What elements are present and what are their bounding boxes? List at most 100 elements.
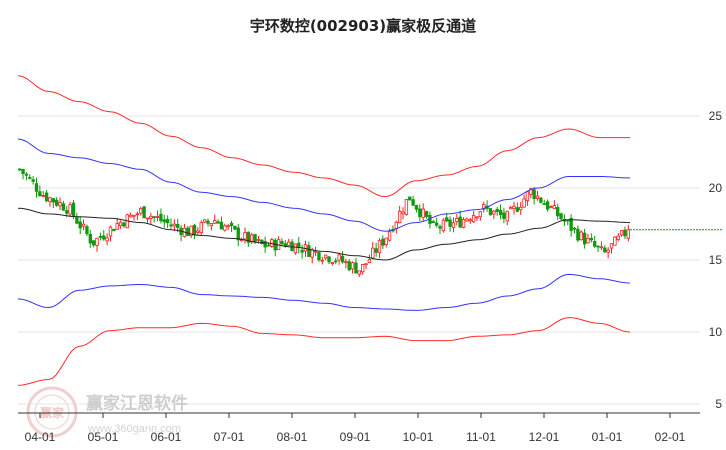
candle — [458, 210, 462, 228]
x-tick-label-01-01: 01-01 — [592, 430, 623, 444]
y-axis: 5 10 15 20 25 — [709, 109, 723, 411]
candle-body — [149, 215, 153, 219]
candle-body — [263, 241, 267, 248]
x-tick-label-10-01: 10-01 — [403, 430, 434, 444]
candle — [78, 216, 82, 235]
candle-body — [482, 203, 486, 210]
candle-body — [488, 208, 493, 216]
candle — [619, 230, 624, 237]
candle-body — [213, 220, 217, 224]
candle — [105, 233, 109, 246]
candle — [347, 258, 351, 272]
candle — [88, 229, 92, 248]
candle — [418, 204, 422, 222]
candle — [273, 238, 277, 257]
candle — [31, 176, 35, 185]
candle — [404, 199, 409, 216]
candle-body — [169, 224, 173, 227]
candle-body — [512, 205, 516, 210]
candle — [320, 256, 325, 265]
candle-body — [529, 188, 533, 195]
candle-body — [31, 179, 35, 182]
candle-body — [310, 249, 314, 258]
candle-body — [327, 256, 331, 263]
candle-body — [401, 211, 405, 215]
candle — [579, 230, 583, 241]
candle — [176, 218, 180, 233]
candle — [394, 220, 398, 234]
y-tick-label-25: 25 — [709, 109, 723, 123]
candle — [367, 254, 372, 264]
candle-body — [145, 217, 150, 220]
candle-body — [525, 191, 530, 202]
candle — [465, 217, 469, 222]
candle — [192, 223, 197, 240]
candle-body — [176, 224, 180, 228]
candle-body — [118, 221, 123, 227]
candle — [159, 208, 163, 224]
candle — [219, 216, 224, 230]
candle-body — [502, 212, 506, 219]
candle — [179, 225, 183, 242]
candle-body — [189, 225, 193, 236]
candle-body — [142, 206, 146, 219]
chart-title: 宇环数控(002903)赢家极反通道 — [250, 17, 476, 35]
candle — [542, 199, 546, 205]
candle — [223, 223, 227, 232]
candle — [169, 218, 173, 230]
candle — [236, 224, 240, 247]
candle-body — [317, 252, 321, 261]
candle — [495, 207, 499, 216]
candle-body — [108, 226, 113, 237]
candle — [145, 217, 150, 223]
candle-body — [582, 232, 587, 245]
candle — [441, 218, 446, 233]
candle — [216, 219, 220, 224]
candle-body — [280, 241, 284, 245]
candle-body — [498, 209, 503, 216]
candle-body — [105, 237, 109, 242]
inner-lower-band — [17, 273, 631, 311]
candle-body — [438, 226, 442, 229]
candle — [98, 232, 103, 241]
candle — [199, 220, 203, 236]
grid-lines — [18, 115, 700, 405]
candle-body — [461, 219, 466, 228]
candle-body — [468, 219, 472, 222]
candle-body — [606, 249, 610, 253]
candle-body — [334, 260, 338, 263]
candle-body — [522, 198, 526, 208]
candle-body — [51, 198, 55, 203]
candle — [411, 195, 415, 207]
candle — [586, 233, 590, 244]
candle-body — [243, 232, 247, 240]
candle-body — [387, 231, 392, 241]
candle-body — [377, 240, 382, 254]
candle — [451, 217, 456, 233]
candle — [626, 224, 630, 242]
candle — [334, 257, 338, 265]
y-tick-label-10: 10 — [709, 325, 723, 339]
candle-body — [576, 228, 580, 241]
candle — [280, 238, 284, 246]
inner-upper-band — [17, 138, 630, 232]
candle — [552, 200, 557, 210]
candle — [468, 218, 472, 224]
candle — [297, 236, 301, 254]
candle — [428, 211, 432, 229]
candle — [623, 226, 627, 240]
candle-body — [172, 223, 177, 227]
candle — [556, 203, 560, 220]
candle-body — [593, 241, 597, 247]
candle — [75, 212, 79, 225]
candle — [350, 261, 355, 274]
candle-body — [206, 220, 210, 224]
candle-body — [61, 203, 66, 211]
x-tick-label-08-01: 08-01 — [277, 430, 308, 444]
candle-body — [535, 195, 540, 199]
candle — [186, 226, 190, 236]
candle-body — [603, 247, 607, 253]
outer-upper-band — [17, 75, 630, 198]
candle-body — [397, 210, 402, 224]
candle-body — [542, 203, 546, 205]
